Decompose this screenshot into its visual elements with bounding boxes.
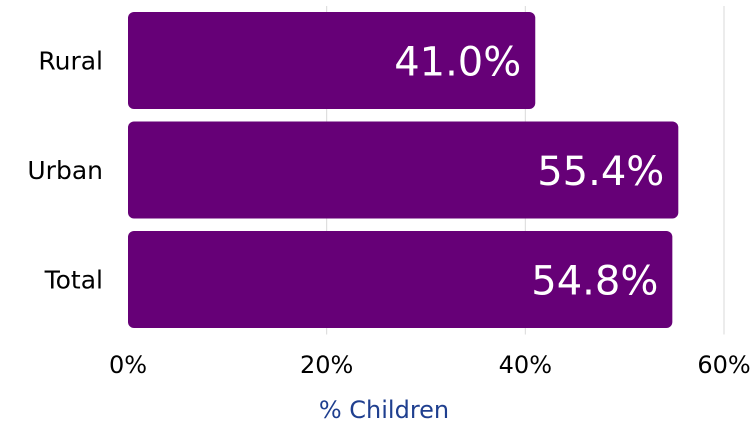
x-axis-title: % Children [319, 396, 449, 421]
x-tick-label: 40% [499, 351, 552, 379]
value-label-urban: 55.4% [537, 149, 664, 195]
category-label-urban: Urban [27, 156, 103, 185]
bar-rural [128, 12, 536, 109]
value-label-total: 54.8% [531, 259, 658, 305]
category-label-total: Total [44, 266, 103, 295]
bar-urban [128, 121, 679, 219]
category-label-rural: Rural [38, 47, 103, 76]
value-label-rural: 41.0% [394, 40, 521, 86]
bar-total [128, 231, 673, 328]
x-tick-label: 60% [697, 351, 750, 379]
bars [128, 12, 679, 328]
category-labels: Rural Urban Total [27, 47, 103, 295]
x-tick-label: 20% [300, 351, 353, 379]
x-tick-label: 0% [109, 351, 147, 379]
value-labels: 41.0% 55.4% 54.8% [394, 40, 664, 305]
x-tick-labels: 0% 20% 40% 60% [109, 351, 751, 379]
